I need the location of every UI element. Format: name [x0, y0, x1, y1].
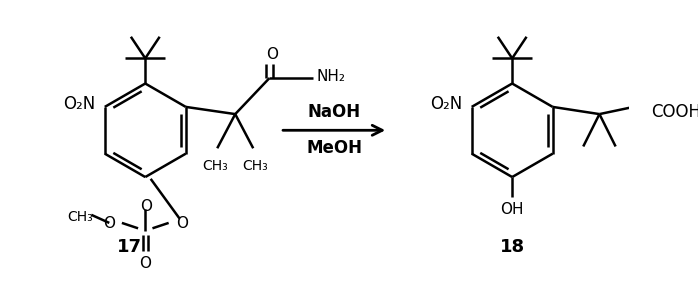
Text: CH₃: CH₃	[68, 210, 93, 224]
Text: O: O	[266, 47, 278, 62]
Text: MeOH: MeOH	[306, 139, 362, 157]
Text: O: O	[140, 199, 152, 214]
Text: NaOH: NaOH	[308, 103, 361, 121]
Text: CH₃: CH₃	[242, 159, 268, 173]
Text: CH₃: CH₃	[202, 159, 228, 173]
Text: O₂N: O₂N	[431, 95, 463, 113]
Text: 17: 17	[117, 238, 142, 256]
Text: O: O	[176, 216, 188, 231]
Text: O₂N: O₂N	[64, 95, 96, 113]
Text: NH₂: NH₂	[316, 69, 346, 84]
Text: 18: 18	[500, 238, 525, 256]
Text: OH: OH	[500, 202, 524, 217]
Text: O: O	[103, 216, 114, 231]
Text: COOH: COOH	[652, 103, 698, 121]
Text: O: O	[140, 256, 151, 271]
